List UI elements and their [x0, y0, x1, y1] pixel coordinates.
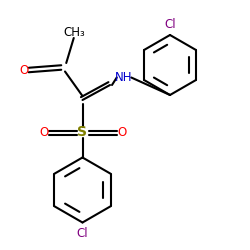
Text: CH₃: CH₃	[63, 26, 84, 39]
Text: O: O	[39, 126, 48, 139]
Text: O: O	[19, 64, 28, 76]
Text: NH: NH	[115, 71, 132, 84]
Text: S: S	[78, 126, 88, 140]
Text: Cl: Cl	[77, 227, 88, 240]
Text: O: O	[118, 126, 127, 139]
Text: Cl: Cl	[164, 18, 176, 30]
